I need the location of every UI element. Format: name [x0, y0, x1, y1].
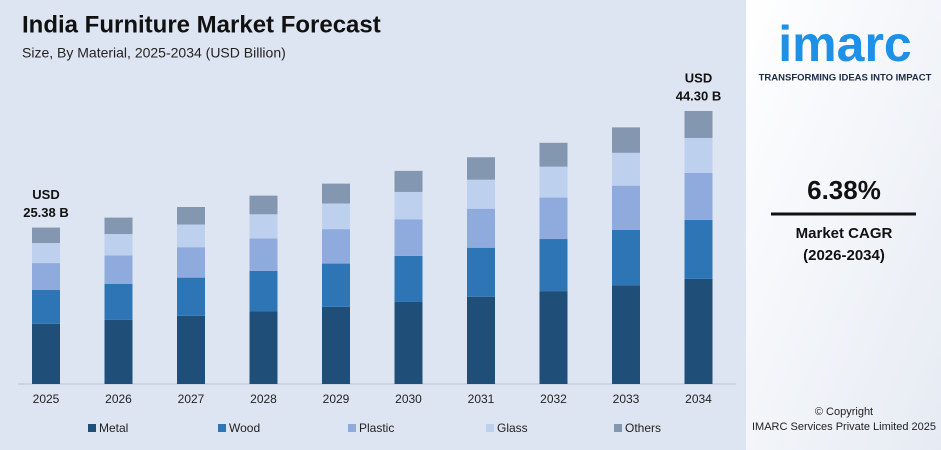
bar-segment	[467, 179, 495, 209]
bar-segment	[32, 227, 60, 244]
tagline: TRANSFORMING IDEAS INTO IMPACT	[759, 73, 932, 84]
bar-segment	[322, 263, 350, 307]
bar-segment	[394, 170, 423, 192]
x-tick-label: 2031	[468, 392, 495, 406]
bar-segment	[249, 311, 278, 384]
bar-segment	[249, 238, 278, 271]
bar-segment	[684, 172, 713, 220]
total-annotation: 25.38 B	[23, 205, 69, 220]
company: IMARC Services Private Limited 2025	[752, 421, 936, 433]
bar-segment	[684, 278, 713, 384]
bar-segment	[539, 291, 568, 384]
legend-label: Glass	[497, 421, 528, 435]
x-tick-label: 2030	[395, 392, 422, 406]
bar-segment	[394, 255, 423, 302]
total-annotation: USD	[32, 187, 59, 202]
cagr-period: (2026-2034)	[803, 247, 885, 264]
bar-segment	[32, 323, 60, 384]
bar-segment	[612, 229, 640, 286]
cagr-label: Market CAGR	[796, 225, 893, 242]
legend-swatch	[486, 424, 494, 432]
bar-segment	[539, 142, 568, 167]
x-tick-label: 2026	[105, 392, 132, 406]
bar-segment	[249, 270, 278, 312]
total-annotation: 44.30 B	[676, 88, 722, 103]
bar-segment	[539, 239, 568, 292]
bar-segment	[32, 243, 60, 264]
bar-segment	[322, 183, 350, 204]
bar-segment	[177, 206, 205, 225]
bar-segment	[104, 217, 133, 235]
bar-segment	[104, 283, 133, 320]
bar-segment	[104, 255, 133, 284]
x-tick-label: 2029	[323, 392, 350, 406]
bar-segment	[394, 301, 423, 384]
x-tick-label: 2027	[178, 392, 205, 406]
bar-segment	[539, 166, 568, 198]
legend-swatch	[88, 424, 96, 432]
bar-segment	[322, 203, 350, 230]
bar-segment	[394, 191, 423, 220]
bar-segment	[612, 152, 640, 186]
bar-segment	[394, 219, 423, 256]
bar-segment	[249, 214, 278, 239]
bar-segment	[322, 229, 350, 264]
legend-label: Plastic	[359, 421, 394, 435]
legend-label: Metal	[99, 421, 128, 435]
bar-segment	[612, 127, 640, 153]
bar-segment	[177, 315, 205, 384]
bar-segment	[467, 247, 495, 297]
legend-swatch	[218, 424, 226, 432]
bar-segment	[467, 208, 495, 248]
bar-segment	[249, 195, 278, 215]
x-tick-label: 2033	[613, 392, 640, 406]
bar-segment	[684, 110, 713, 138]
x-tick-label: 2028	[250, 392, 277, 406]
bar-segment	[539, 197, 568, 240]
legend-swatch	[614, 424, 622, 432]
x-tick-label: 2025	[33, 392, 60, 406]
chart-title: India Furniture Market Forecast	[22, 11, 381, 38]
bar-segment	[104, 234, 133, 256]
bar-segment	[467, 157, 495, 180]
logo: imarc	[778, 16, 911, 72]
bar-segment	[684, 219, 713, 279]
legend-label: Wood	[229, 421, 260, 435]
bar-segment	[177, 224, 205, 248]
bar-segment	[32, 290, 60, 324]
total-annotation: USD	[685, 70, 712, 85]
bar-segment	[177, 277, 205, 316]
bar-segment	[322, 306, 350, 384]
bar-segment	[684, 137, 713, 173]
legend-swatch	[348, 424, 356, 432]
copyright: © Copyright	[815, 406, 873, 418]
chart-subtitle: Size, By Material, 2025-2034 (USD Billio…	[22, 45, 286, 61]
bar-segment	[177, 247, 205, 278]
bar-segment	[612, 285, 640, 384]
legend-label: Others	[625, 421, 661, 435]
cagr-value: 6.38%	[807, 175, 881, 205]
x-tick-label: 2032	[540, 392, 567, 406]
bar-segment	[32, 263, 60, 291]
bar-segment	[104, 319, 133, 384]
bar-segment	[612, 185, 640, 230]
x-tick-label: 2034	[685, 392, 712, 406]
sidebar-background	[746, 0, 941, 450]
bar-segment	[467, 296, 495, 384]
